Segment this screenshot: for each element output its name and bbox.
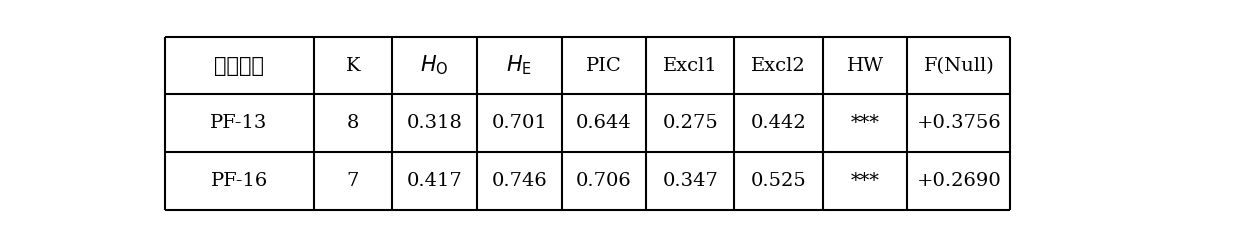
- Text: 0.347: 0.347: [662, 172, 718, 190]
- Text: ***: ***: [851, 172, 879, 190]
- Text: 0.746: 0.746: [491, 172, 547, 190]
- Text: +0.3756: +0.3756: [916, 114, 1001, 132]
- Text: HW: HW: [847, 57, 884, 75]
- Text: PF-16: PF-16: [211, 172, 268, 190]
- Text: $\mathit{H}_\mathrm{O}$: $\mathit{H}_\mathrm{O}$: [420, 54, 449, 77]
- Text: 0.417: 0.417: [407, 172, 463, 190]
- Text: 7: 7: [347, 172, 360, 190]
- Text: $\mathit{H}_\mathrm{E}$: $\mathit{H}_\mathrm{E}$: [506, 54, 532, 77]
- Text: +0.2690: +0.2690: [916, 172, 1001, 190]
- Text: K: K: [346, 57, 360, 75]
- Text: Excl1: Excl1: [663, 57, 718, 75]
- Text: 0.275: 0.275: [662, 114, 718, 132]
- Text: PIC: PIC: [587, 57, 621, 75]
- Text: 0.318: 0.318: [407, 114, 463, 132]
- Text: Excl2: Excl2: [751, 57, 806, 75]
- Text: ***: ***: [851, 114, 879, 132]
- Text: 8: 8: [347, 114, 360, 132]
- Text: F(Null): F(Null): [924, 57, 994, 75]
- Text: 0.525: 0.525: [750, 172, 806, 190]
- Text: PF-13: PF-13: [211, 114, 268, 132]
- Text: 0.442: 0.442: [750, 114, 806, 132]
- Text: 0.706: 0.706: [575, 172, 631, 190]
- Text: 引物名称: 引物名称: [215, 56, 264, 76]
- Text: 0.644: 0.644: [575, 114, 631, 132]
- Text: 0.701: 0.701: [491, 114, 547, 132]
